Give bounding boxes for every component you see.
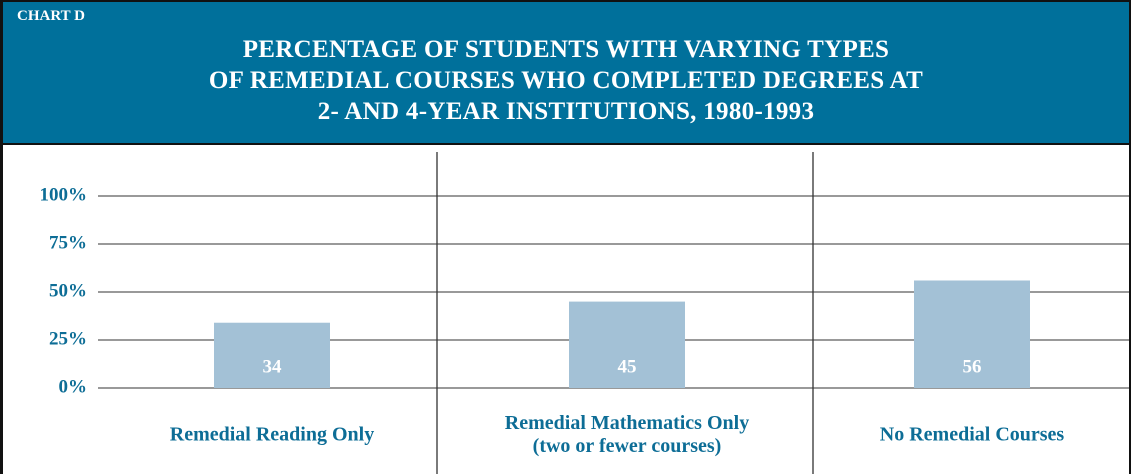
value-label: 56 [963, 356, 982, 377]
chart-label: CHART D [17, 8, 85, 24]
y-tick-label: 0% [59, 376, 88, 397]
value-label: 34 [263, 356, 283, 377]
header: CHART D PERCENTAGE OF STUDENTS WITH VARY… [3, 2, 1129, 145]
x-tick-label: Remedial Mathematics Only (two or fewer … [504, 412, 750, 457]
chart-title: PERCENTAGE OF STUDENTS WITH VARYING TYPE… [208, 36, 924, 125]
plot: 0% 25% 50% 75% 100% 34 45 56 [40, 152, 1129, 474]
bar [914, 280, 1030, 388]
bar [569, 301, 685, 388]
y-tick-label: 75% [49, 232, 87, 253]
y-tick-label: 100% [40, 184, 88, 205]
x-tick-label: Remedial Reading Only [169, 423, 375, 446]
x-tick-label: No Remedial Courses [879, 423, 1065, 446]
y-tick-label: 50% [49, 280, 87, 301]
y-tick-label: 25% [49, 328, 87, 349]
value-label: 45 [618, 356, 637, 377]
bar [214, 322, 330, 388]
